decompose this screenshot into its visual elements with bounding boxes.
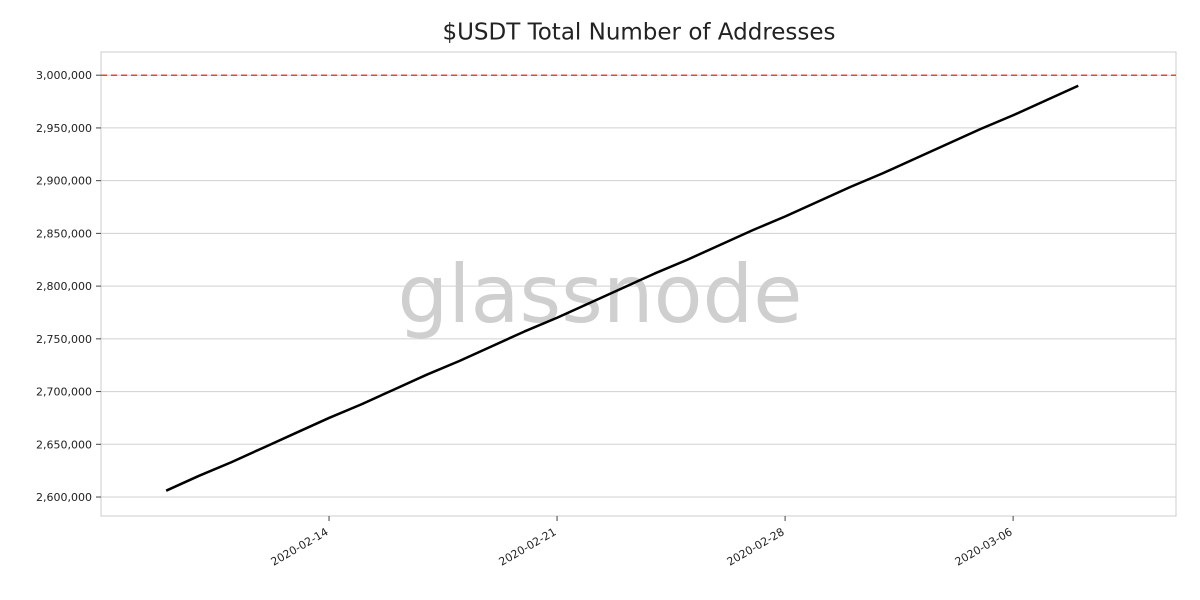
data-line [165,84,1079,492]
chart-title: $USDT Total Number of Addresses [442,20,835,46]
plot-frame [100,51,1177,517]
y-tick-label: 2,650,000 [36,438,92,451]
y-tick-label: 2,750,000 [36,333,92,346]
y-tick-label: 2,900,000 [36,175,92,188]
x-tick-label: 2020-02-21 [497,525,559,568]
y-tick-label: 2,850,000 [36,227,92,240]
watermark: glassnode [397,248,802,341]
x-tick-label: 2020-02-14 [269,525,331,568]
y-tick-label: 2,950,000 [36,122,92,135]
x-tick-label: 2020-03-06 [953,525,1015,568]
y-tick-label: 2,600,000 [36,491,92,504]
y-tick-label: 2,800,000 [36,280,92,293]
y-tick-label: 3,000,000 [36,69,92,82]
y-tick-label: 2,700,000 [36,386,92,399]
x-tick-label: 2020-02-28 [725,525,787,568]
